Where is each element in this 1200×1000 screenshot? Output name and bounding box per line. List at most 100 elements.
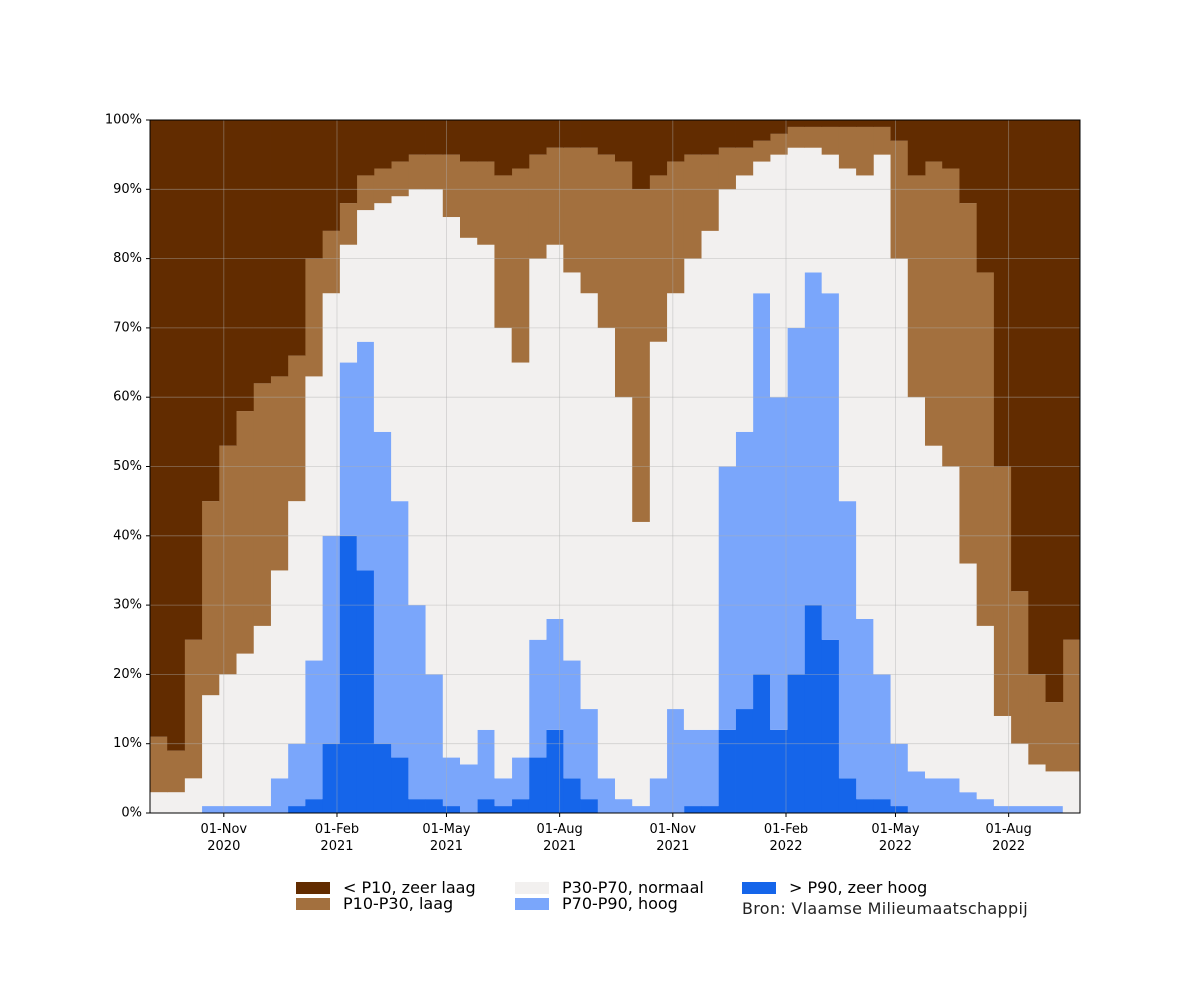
area-step	[649, 778, 668, 813]
area-step	[494, 806, 513, 813]
area-step	[201, 501, 220, 696]
area-step	[408, 605, 426, 800]
area-step	[683, 120, 702, 155]
area-step	[907, 120, 926, 176]
area-step	[804, 120, 823, 127]
area-step	[666, 120, 685, 162]
area-step	[580, 120, 599, 148]
area-step	[305, 660, 323, 800]
area-step	[270, 120, 289, 377]
area-step	[1011, 591, 1029, 744]
area-step	[563, 778, 581, 813]
area-step	[821, 639, 840, 813]
area-step	[615, 161, 633, 398]
area-step	[218, 806, 237, 813]
area-step	[649, 341, 668, 779]
area-step	[356, 175, 375, 211]
area-step	[391, 161, 409, 197]
area-step	[322, 535, 340, 744]
legend-label: P30-P70, normaal	[562, 878, 704, 897]
area-step	[322, 230, 340, 294]
area-step	[959, 203, 978, 564]
area-step	[683, 154, 702, 259]
area-step	[976, 625, 995, 800]
area-step	[322, 120, 340, 231]
area-step	[838, 126, 857, 169]
area-step	[511, 757, 530, 800]
area-step	[666, 709, 685, 813]
area-step	[287, 501, 306, 744]
area-step	[925, 778, 943, 813]
area-step	[632, 120, 650, 190]
area-step	[236, 411, 254, 654]
area-step	[253, 806, 271, 813]
legend-swatch	[515, 882, 549, 894]
area-step	[167, 792, 185, 813]
area-step	[460, 161, 478, 238]
area-step	[701, 806, 719, 813]
area-step	[890, 120, 909, 141]
legend-label: < P10, zeer laag	[343, 878, 476, 897]
area-step	[752, 120, 771, 141]
area-step	[270, 376, 289, 571]
area-step	[546, 120, 564, 148]
area-step	[253, 625, 271, 807]
area-step	[408, 799, 426, 813]
area-step	[1062, 639, 1081, 772]
area-step	[770, 397, 788, 730]
y-tick-label: 80%	[113, 251, 142, 266]
area-step	[580, 147, 599, 294]
area-step	[580, 709, 599, 800]
area-step	[477, 120, 495, 162]
area-step	[391, 501, 409, 758]
area-step	[339, 244, 358, 363]
area-step	[718, 120, 736, 148]
area-step	[735, 709, 754, 813]
area-step	[356, 341, 375, 571]
area-step	[408, 120, 426, 155]
area-step	[287, 355, 306, 502]
area-step	[477, 244, 495, 730]
area-step	[649, 120, 668, 176]
area-step	[959, 120, 978, 204]
area-step	[391, 196, 409, 502]
y-tick-label: 30%	[113, 598, 142, 613]
area-step	[787, 327, 805, 675]
area-step	[477, 729, 495, 800]
area-step	[838, 120, 857, 127]
area-step	[253, 120, 271, 384]
area-step	[718, 147, 736, 190]
area-step	[752, 140, 771, 162]
area-step	[477, 799, 495, 813]
y-tick-label: 60%	[113, 390, 142, 405]
area-step	[597, 120, 616, 155]
area-step	[993, 120, 1012, 467]
area-step	[563, 660, 581, 779]
legend-label: > P90, zeer hoog	[789, 878, 928, 897]
area-step	[890, 806, 909, 813]
area-step	[563, 120, 581, 148]
area-step	[615, 120, 633, 162]
area-step	[322, 293, 340, 536]
area-step	[976, 799, 995, 813]
area-step	[442, 806, 461, 813]
area-step	[907, 397, 926, 772]
area-step	[1045, 120, 1064, 703]
area-step	[477, 161, 495, 245]
area-step	[683, 729, 702, 807]
area-step	[253, 383, 271, 626]
area-step	[856, 799, 874, 813]
area-step	[425, 189, 444, 675]
area-step	[150, 792, 168, 813]
area-step	[615, 799, 633, 813]
area-step	[218, 120, 237, 446]
area-step	[442, 154, 461, 218]
area-step	[873, 799, 891, 813]
x-tick-label: 01-Aug 2021	[536, 822, 583, 854]
area-step	[890, 258, 909, 744]
area-step	[494, 778, 513, 807]
area-step	[305, 258, 323, 377]
area-step	[460, 237, 478, 765]
